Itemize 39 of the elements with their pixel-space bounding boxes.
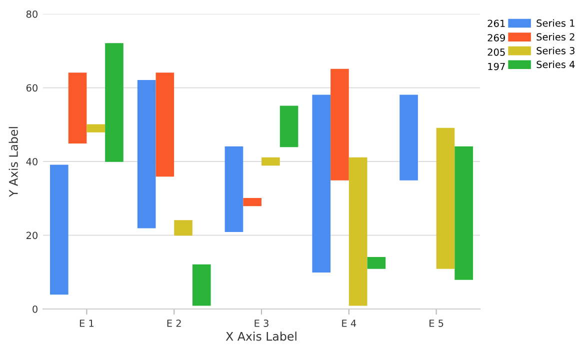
y-tick-label: 80: [26, 10, 38, 18]
bar: [454, 146, 473, 280]
x-tick-label: E 3: [254, 320, 268, 327]
bar: [68, 72, 87, 144]
bar: [192, 264, 211, 306]
x-axis-title: X Axis Label: [226, 332, 296, 341]
bar: [243, 198, 262, 206]
x-tick-label: E 5: [430, 320, 444, 327]
bar: [348, 157, 368, 306]
y-tick-label: 20: [26, 232, 38, 240]
bar: [137, 80, 156, 228]
x-tick-label: E 4: [342, 320, 356, 327]
bar: [367, 256, 386, 269]
bar: [86, 124, 106, 132]
bar: [400, 94, 418, 180]
x-tick-label: E 2: [167, 320, 181, 327]
legend-label: Series 2: [536, 33, 574, 41]
bar: [105, 43, 124, 162]
x-tick-label: E 1: [80, 320, 94, 327]
bar: [330, 68, 349, 180]
legend-label: Series 4: [536, 60, 575, 68]
legend-label: Series 3: [536, 46, 574, 54]
bar: [224, 146, 244, 232]
y-axis-title: Y Axis Label: [8, 127, 18, 198]
y-tick-label: 60: [26, 84, 38, 92]
bar: [262, 157, 280, 166]
bar: [436, 128, 455, 269]
bar: [174, 220, 192, 236]
bar: [312, 94, 331, 273]
y-tick-label: 40: [26, 158, 38, 166]
text: 261: [488, 20, 505, 28]
text: 197: [488, 62, 505, 70]
text: 269: [488, 34, 505, 42]
y-tick-label: 0: [32, 305, 38, 313]
bar: [50, 164, 68, 295]
bar: [156, 72, 174, 177]
text: 205: [488, 48, 505, 56]
legend-label: Series 1: [536, 19, 574, 27]
bar: [280, 106, 298, 148]
